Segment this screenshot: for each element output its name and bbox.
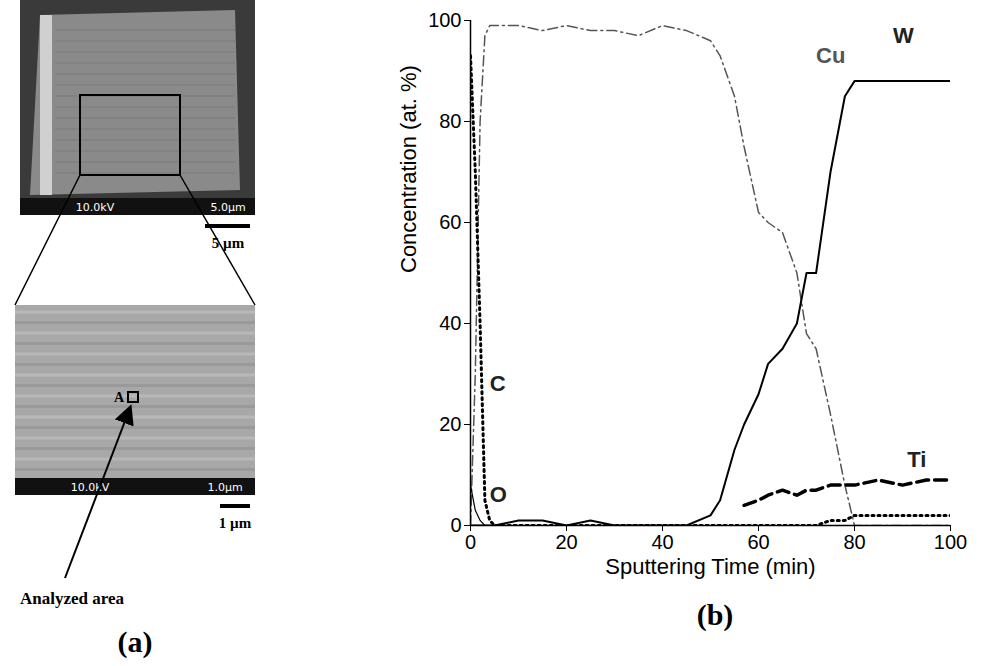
svg-text:(a): (a) (118, 625, 153, 659)
svg-text:0: 0 (450, 514, 461, 536)
svg-text:60: 60 (439, 211, 461, 233)
svg-text:10.0kV: 10.0kV (76, 201, 115, 214)
svg-text:A: A (114, 390, 125, 405)
svg-text:80: 80 (439, 110, 461, 132)
svg-text:1 µm: 1 µm (219, 515, 252, 531)
svg-text:1.0µm: 1.0µm (207, 481, 242, 494)
svg-text:100: 100 (934, 531, 967, 553)
svg-text:100: 100 (428, 9, 461, 31)
svg-text:O: O (490, 482, 507, 507)
svg-text:5 µm: 5 µm (211, 235, 245, 251)
svg-text:Cu: Cu (816, 43, 845, 68)
svg-text:80: 80 (843, 531, 865, 553)
svg-text:0: 0 (465, 531, 476, 553)
svg-text:W: W (893, 23, 914, 48)
svg-text:40: 40 (651, 531, 673, 553)
svg-text:60: 60 (747, 531, 769, 553)
svg-text:Analyzed area: Analyzed area (20, 589, 125, 608)
svg-text:10.0kV: 10.0kV (71, 481, 110, 494)
html-text:(b): (b) (696, 598, 734, 631)
svg-text:40: 40 (439, 312, 461, 334)
svg-text:C: C (490, 371, 506, 396)
svg-text:Ti: Ti (907, 447, 926, 472)
svg-text:20: 20 (555, 531, 577, 553)
svg-text:Concentration (at. %): Concentration (at. %) (396, 65, 421, 273)
svg-text:Sputtering Time (min): Sputtering Time (min) (605, 554, 815, 579)
svg-text:5.0µm: 5.0µm (210, 201, 245, 214)
svg-text:20: 20 (439, 413, 461, 435)
